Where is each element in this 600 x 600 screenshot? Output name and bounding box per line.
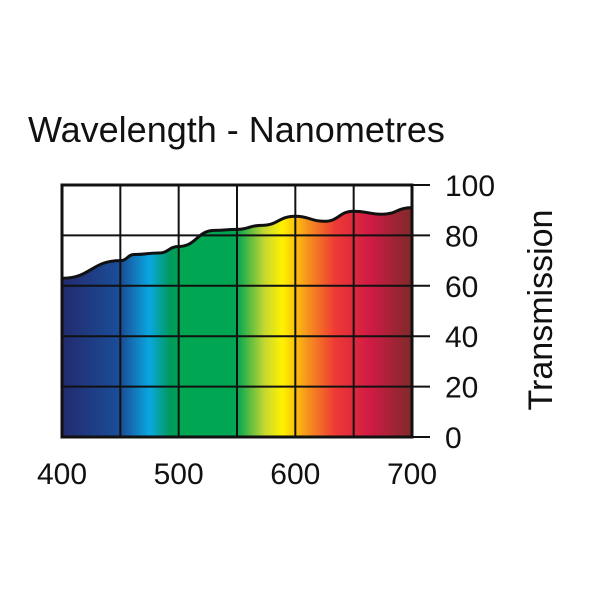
y-axis-label: Transmission [522, 210, 560, 411]
x-tick-label: 500 [154, 458, 204, 491]
transmission-curve [61, 206, 413, 280]
y-tick-label: 0 [445, 422, 462, 455]
x-tick-label: 400 [37, 458, 87, 491]
y-tick-label: 80 [445, 220, 478, 253]
y-tick-label: 60 [445, 271, 478, 304]
chart-title: Wavelength - Nanometres [28, 109, 445, 150]
y-tick-label: 20 [445, 372, 478, 405]
y-tick-label: 100 [445, 170, 495, 203]
x-tick-label: 600 [270, 458, 320, 491]
x-tick-label: 700 [387, 458, 437, 491]
plot-frame [60, 183, 414, 439]
y-tick-label: 40 [445, 321, 478, 354]
